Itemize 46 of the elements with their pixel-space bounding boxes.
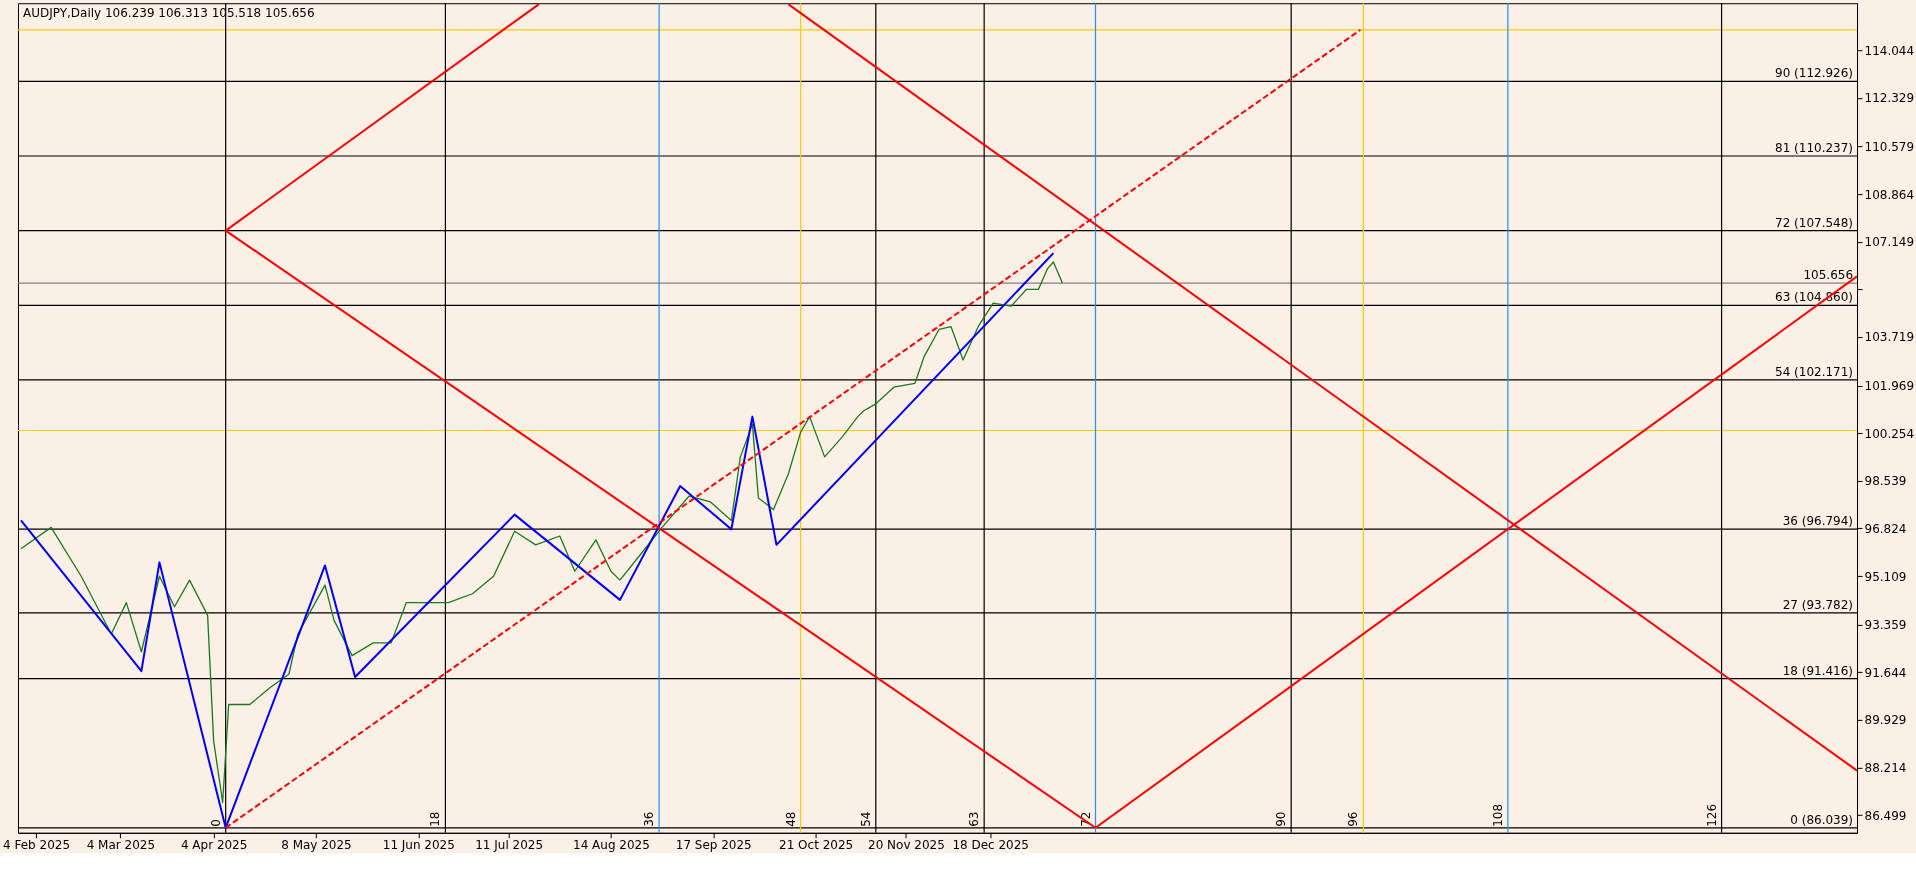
ref-line-label: 18 (91.416)	[1782, 663, 1854, 678]
y-tick-label: 93.359	[1864, 618, 1907, 633]
x-tick-label: 11 Jul 2025	[475, 838, 544, 853]
x-tick-label: 4 Feb 2025	[3, 838, 71, 853]
y-tick-label: 98.539	[1864, 474, 1907, 489]
ref-line-label: 81 (110.237)	[1775, 141, 1854, 155]
y-tick-label: 91.644	[1864, 665, 1907, 680]
y-tick-label: 96.824	[1864, 521, 1907, 536]
x-tick-label: 4 Mar 2025	[86, 838, 156, 853]
x-tick-label: 14 Aug 2025	[573, 838, 650, 853]
x-tick-label: 8 May 2025	[281, 838, 352, 853]
x-tick-label: 4 Apr 2025	[180, 838, 248, 853]
y-tick-label: 89.929	[1864, 713, 1907, 728]
x-tick-label: 20 Nov 2025	[868, 838, 945, 853]
ref-line-label: 90	[1274, 811, 1289, 827]
y-tick-label: 95.109	[1864, 569, 1907, 584]
ref-line-label: 0 (86.039)	[1790, 812, 1854, 827]
y-tick-label: 114.044	[1864, 43, 1915, 58]
ref-line-label: 126	[1704, 803, 1719, 827]
ref-line-label: 0	[208, 819, 223, 827]
ref-line-label: 54	[858, 811, 873, 827]
x-tick-label: 21 Oct 2025	[779, 838, 854, 853]
x-tick-label: 17 Sep 2025	[675, 838, 752, 853]
y-tick-label: 107.149	[1864, 235, 1915, 250]
ref-line-label: 63	[967, 811, 982, 827]
ref-line-label: 72 (107.548)	[1775, 215, 1854, 230]
y-tick-label: 108.864	[1864, 187, 1915, 202]
ref-line-label: 36	[642, 811, 657, 827]
x-tick-label: 11 Jun 2025	[382, 838, 455, 853]
x-tick-label: 18 Dec 2025	[952, 838, 1029, 853]
ref-line-label: 36 (96.794)	[1782, 514, 1854, 529]
ref-line-label: 108	[1490, 803, 1505, 827]
y-tick-label: 110.579	[1864, 140, 1915, 154]
ref-line-label: 27 (93.782)	[1782, 597, 1854, 612]
y-tick-label: 88.214	[1864, 760, 1907, 775]
ref-line-label: 90 (112.926)	[1775, 66, 1854, 81]
ref-line-label: 105.656	[1803, 268, 1854, 283]
y-tick-label: 103.719	[1864, 330, 1915, 345]
ref-line-label: 48	[783, 811, 798, 827]
ref-line-label: 54 (102.171)	[1775, 364, 1854, 379]
y-tick-label: 86.499	[1864, 808, 1907, 823]
y-tick-label: 100.254	[1864, 426, 1915, 441]
ref-line-label: 18	[428, 811, 443, 827]
y-tick-label: 101.969	[1864, 379, 1915, 394]
ref-line-label: 96	[1346, 811, 1361, 827]
y-tick-label: 112.329	[1864, 91, 1915, 106]
